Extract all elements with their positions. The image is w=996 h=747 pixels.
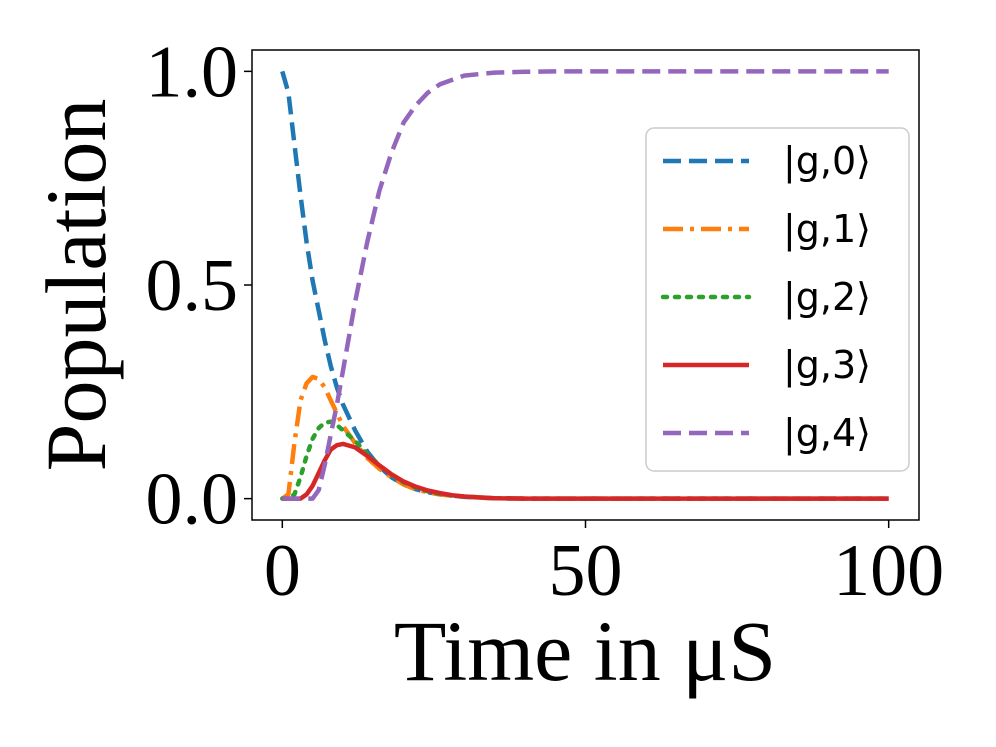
legend-label-3: |g,3⟩ bbox=[783, 343, 871, 388]
legend-label-1: |g,1⟩ bbox=[783, 207, 871, 252]
series-line-4 bbox=[282, 69, 889, 501]
series-line-3 bbox=[282, 441, 889, 501]
y-tick-label: 1.0 bbox=[146, 31, 239, 113]
legend-label-4: |g,4⟩ bbox=[783, 411, 871, 456]
y-axis-label: Population bbox=[28, 99, 124, 472]
series-lines bbox=[280, 69, 891, 501]
axis-ticks: 0 50 100 0.0 0.5 1.0 bbox=[146, 31, 945, 612]
y-tick-label: 0.5 bbox=[146, 245, 239, 327]
x-axis-label: Time in μS bbox=[394, 603, 776, 699]
x-tick-label: 50 bbox=[549, 530, 623, 612]
x-tick-label: 0 bbox=[264, 530, 301, 612]
legend-label-2: |g,2⟩ bbox=[783, 275, 871, 320]
x-tick-label: 100 bbox=[833, 530, 944, 612]
legend: |g,0⟩ |g,1⟩ |g,2⟩ |g,3⟩ |g,4⟩ bbox=[645, 127, 910, 472]
legend-box bbox=[645, 127, 910, 472]
y-tick-label: 0.0 bbox=[146, 459, 239, 541]
legend-label-0: |g,0⟩ bbox=[783, 139, 871, 184]
